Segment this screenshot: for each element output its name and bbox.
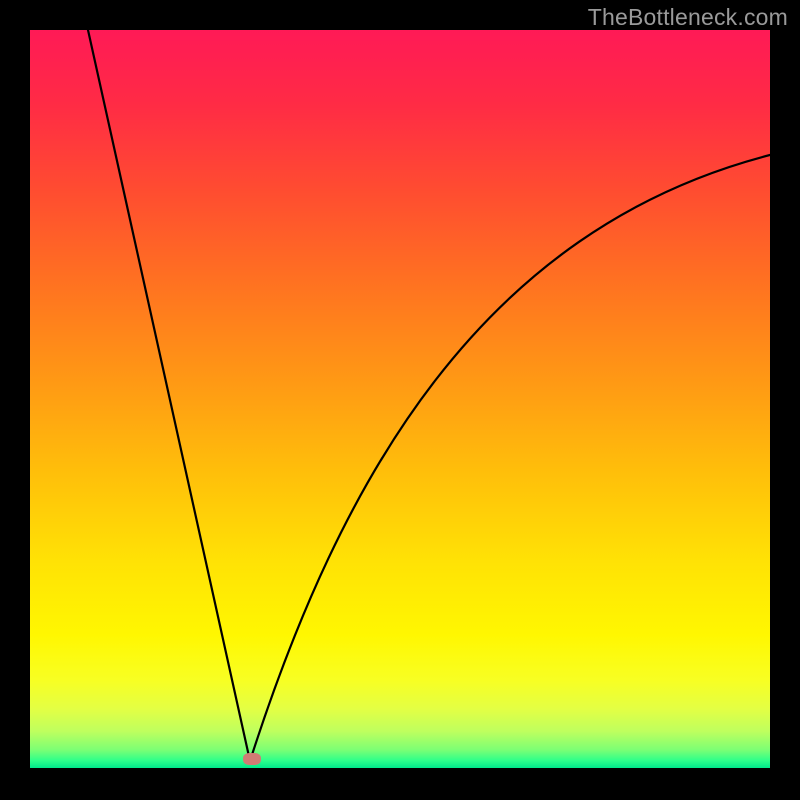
chart-plot-area [30, 30, 770, 768]
watermark-text: TheBottleneck.com [588, 4, 788, 31]
chart-background-gradient [30, 30, 770, 768]
minimum-marker [243, 753, 261, 765]
bottleneck-curve [30, 30, 770, 768]
